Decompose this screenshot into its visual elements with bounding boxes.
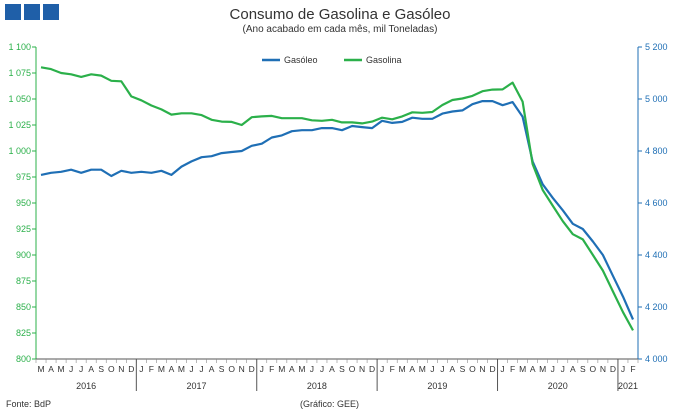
x-month-label: O [349, 364, 356, 374]
right-y-tick-label: 5 000 [645, 94, 668, 104]
series-line-gasolina [40, 66, 634, 331]
right-y-tick-label: 4 000 [645, 354, 668, 364]
x-month-label: A [530, 364, 536, 374]
x-year-label: 2016 [76, 381, 96, 391]
x-month-label: A [169, 364, 175, 374]
brand-box [5, 4, 21, 20]
left-y-tick-label: 900 [16, 250, 31, 260]
right-y-tick-label: 4 800 [645, 146, 668, 156]
x-month-label: F [630, 364, 635, 374]
x-month-label: J [380, 364, 384, 374]
x-month-label: D [489, 364, 495, 374]
source-label: Fonte: BdP [6, 399, 52, 409]
left-y-tick-label: 1 000 [8, 146, 31, 156]
chart-subtitle: (Ano acabado em cada mês, mil Toneladas) [242, 24, 438, 35]
x-month-label: M [419, 364, 426, 374]
brand-box [43, 4, 59, 20]
x-month-label: J [430, 364, 434, 374]
x-month-label: A [209, 364, 215, 374]
x-month-label: A [570, 364, 576, 374]
right-y-tick-label: 5 200 [645, 42, 668, 52]
legend-label: Gasolina [366, 55, 402, 65]
x-month-label: A [88, 364, 94, 374]
x-month-label: M [178, 364, 185, 374]
left-y-tick-label: 1 025 [8, 120, 31, 130]
x-month-label: J [260, 364, 264, 374]
x-month-label: D [249, 364, 255, 374]
x-month-label: F [390, 364, 395, 374]
x-month-label: J [199, 364, 203, 374]
right-y-tick-label: 4 400 [645, 250, 668, 260]
x-month-label: O [590, 364, 597, 374]
x-month-label: D [128, 364, 134, 374]
left-y-tick-label: 800 [16, 354, 31, 364]
x-month-label: O [228, 364, 235, 374]
x-month-label: N [118, 364, 124, 374]
x-year-label: 2021 [618, 381, 638, 391]
x-month-label: J [621, 364, 625, 374]
x-month-label: D [369, 364, 375, 374]
x-month-label: F [269, 364, 274, 374]
x-month-label: A [409, 364, 415, 374]
x-month-label: N [239, 364, 245, 374]
brand-box [24, 4, 40, 20]
graph-credit-label: (Gráfico: GEE) [300, 399, 360, 409]
right-y-tick-label: 4 200 [645, 302, 668, 312]
x-month-label: J [500, 364, 504, 374]
series-line-gasleo [40, 99, 635, 320]
x-month-label: J [139, 364, 143, 374]
x-month-label: F [510, 364, 515, 374]
x-month-label: N [359, 364, 365, 374]
left-y-tick-label: 875 [16, 276, 31, 286]
left-y-tick-label: 925 [16, 224, 31, 234]
x-month-label: N [479, 364, 485, 374]
x-month-label: O [108, 364, 115, 374]
x-month-label: M [158, 364, 165, 374]
x-year-label: 2018 [307, 381, 327, 391]
x-month-label: J [189, 364, 193, 374]
left-y-tick-label: 950 [16, 198, 31, 208]
left-y-tick-label: 975 [16, 172, 31, 182]
x-month-label: S [219, 364, 225, 374]
x-month-label: S [460, 364, 466, 374]
x-month-label: D [610, 364, 616, 374]
x-month-label: S [339, 364, 345, 374]
x-month-label: J [310, 364, 314, 374]
x-month-label: M [539, 364, 546, 374]
x-month-label: A [329, 364, 335, 374]
x-month-label: O [469, 364, 476, 374]
x-year-label: 2017 [187, 381, 207, 391]
left-y-tick-label: 850 [16, 302, 31, 312]
x-year-label: 2019 [427, 381, 447, 391]
left-y-tick-label: 1 050 [8, 94, 31, 104]
x-month-label: M [519, 364, 526, 374]
x-month-label: J [561, 364, 565, 374]
x-month-label: M [58, 364, 65, 374]
left-y-tick-label: 1 075 [8, 68, 31, 78]
x-month-label: J [440, 364, 444, 374]
x-month-label: M [278, 364, 285, 374]
x-month-label: S [580, 364, 586, 374]
x-month-label: J [79, 364, 83, 374]
left-y-tick-label: 1 100 [8, 42, 31, 52]
x-month-label: S [98, 364, 104, 374]
x-month-label: A [450, 364, 456, 374]
x-month-label: M [298, 364, 305, 374]
x-month-label: J [69, 364, 73, 374]
chart-title: Consumo de Gasolina e Gasóleo [229, 6, 451, 23]
x-month-label: M [37, 364, 44, 374]
x-month-label: F [149, 364, 154, 374]
x-month-label: J [320, 364, 324, 374]
right-y-tick-label: 4 600 [645, 198, 668, 208]
x-month-label: A [289, 364, 295, 374]
x-month-label: N [600, 364, 606, 374]
legend-label: Gasóleo [284, 55, 318, 65]
x-month-label: M [399, 364, 406, 374]
left-y-tick-label: 825 [16, 328, 31, 338]
x-year-label: 2020 [548, 381, 568, 391]
x-month-label: A [48, 364, 54, 374]
x-month-label: J [551, 364, 555, 374]
